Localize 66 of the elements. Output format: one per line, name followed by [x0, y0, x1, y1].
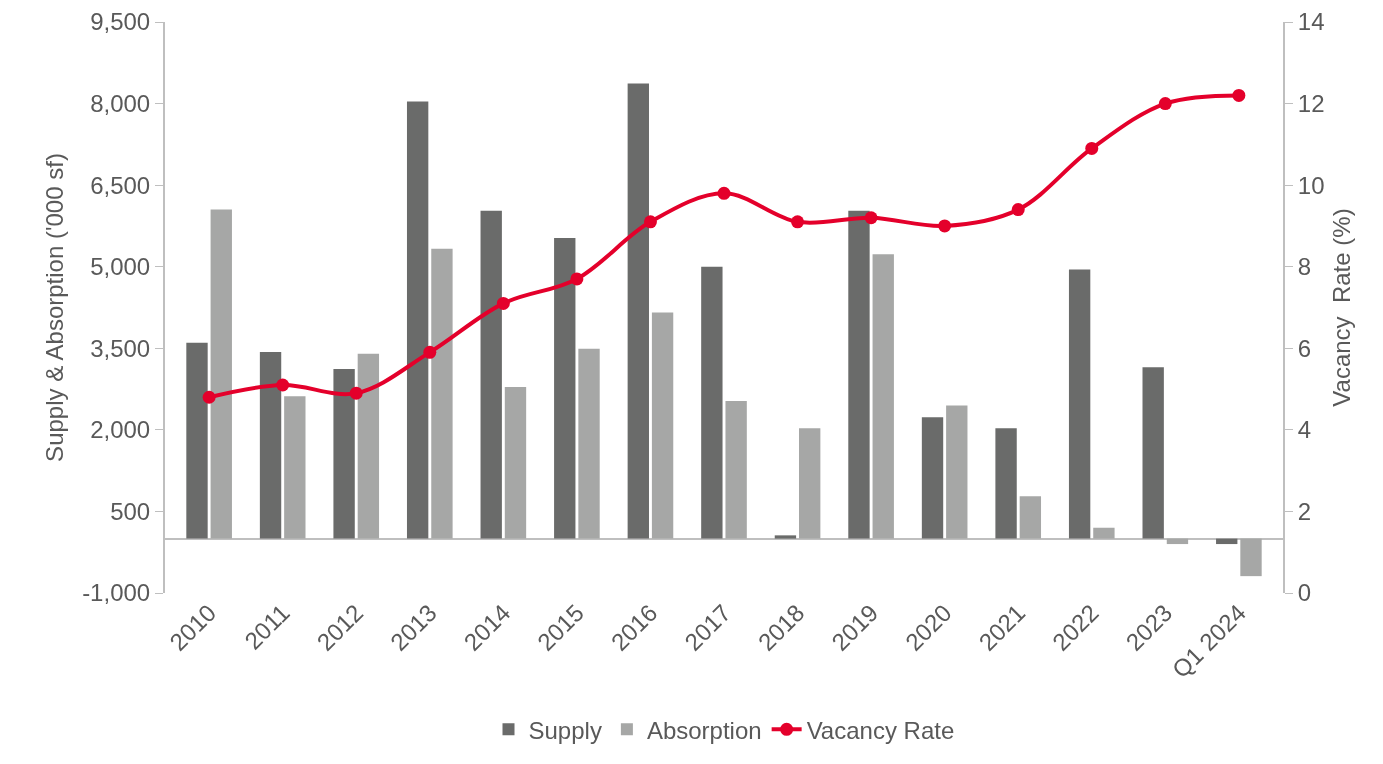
y2-tick-label: 8: [1297, 253, 1312, 281]
y-tick-label: 8,000: [90, 89, 151, 117]
bar: [1142, 367, 1164, 539]
bar: [1068, 269, 1091, 539]
y-tick-label: 9,500: [90, 8, 151, 36]
bar: [848, 210, 870, 539]
bar: [578, 348, 600, 539]
bar: [921, 417, 944, 539]
point: [643, 215, 657, 229]
point: [423, 345, 437, 359]
bar: [259, 352, 282, 539]
y-axis-title: Supply & Absorption ('000 sf): [40, 153, 68, 462]
y-tick-label: 6,500: [90, 171, 151, 199]
bar: [333, 368, 355, 539]
bar: [946, 405, 968, 539]
bar: [480, 210, 502, 539]
bar: [774, 535, 797, 539]
y2-tick-label: 14: [1297, 8, 1325, 36]
legend-label: Supply: [528, 716, 602, 744]
y2-tick-label: 4: [1297, 416, 1312, 444]
y2-tick-label: 2: [1297, 497, 1312, 525]
bar: [431, 248, 453, 539]
point: [1158, 97, 1172, 111]
bar: [406, 101, 429, 539]
bar: [210, 209, 232, 539]
y-tick-label: -1,000: [82, 579, 151, 607]
bar: [995, 428, 1017, 539]
y2-tick-label: 0: [1297, 579, 1312, 607]
y2-axis-title: Vacancy Rate (%): [1328, 208, 1356, 407]
point: [349, 386, 363, 400]
point: [1232, 88, 1246, 102]
bar: [1166, 538, 1189, 545]
y2-tick-label: 12: [1297, 89, 1325, 117]
y2-tick-label: 10: [1297, 171, 1325, 199]
bar: [1093, 527, 1115, 539]
bar: [1216, 538, 1238, 545]
bar: [627, 83, 649, 539]
y-tick-label: 3,500: [90, 334, 151, 362]
y-tick-label: 5,000: [90, 253, 151, 281]
point: [791, 215, 805, 229]
point: [570, 272, 584, 286]
bar: [1019, 496, 1042, 539]
bar: [284, 396, 306, 539]
bar: [357, 353, 380, 539]
y-tick-label: 2,000: [90, 416, 151, 444]
point: [717, 186, 731, 200]
legend-label: Absorption: [646, 716, 762, 744]
bar: [701, 266, 723, 539]
point: [1085, 141, 1099, 155]
bar: [186, 342, 208, 539]
bar: [504, 386, 527, 539]
point: [276, 378, 290, 392]
point: [938, 219, 952, 233]
bar: [872, 254, 894, 539]
y2-tick-label: 6: [1297, 334, 1312, 362]
bar: [1240, 538, 1262, 577]
point: [1011, 203, 1025, 217]
y-tick-label: 500: [110, 497, 151, 525]
bar: [799, 428, 821, 539]
point: [496, 296, 510, 310]
point: [202, 390, 216, 404]
bar: [651, 312, 674, 539]
bar: [725, 401, 747, 539]
legend-label: Vacancy Rate: [806, 716, 955, 744]
point: [864, 211, 878, 225]
bar: [554, 237, 576, 539]
